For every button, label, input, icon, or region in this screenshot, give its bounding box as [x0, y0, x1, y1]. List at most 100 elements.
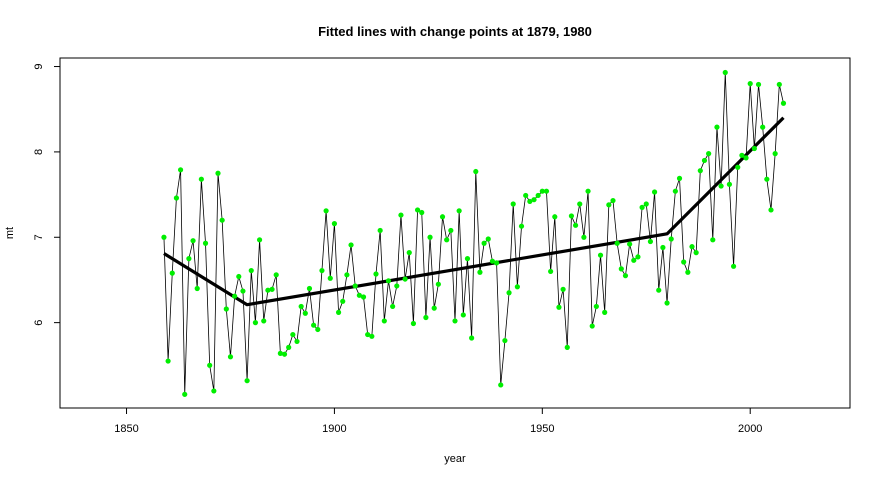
fitted-series-line: [163, 116, 785, 307]
data-point: [252, 320, 259, 326]
data-point: [173, 195, 180, 201]
y-axis: 6 7 8 9: [33, 63, 60, 326]
data-point: [473, 168, 479, 175]
data-point: [556, 304, 562, 310]
data-point: [631, 257, 637, 263]
data-point: [456, 208, 462, 214]
data-point: [319, 267, 325, 274]
data-point: [286, 344, 292, 350]
data-point: [726, 181, 733, 187]
data-point: [298, 303, 304, 310]
data-point: [211, 388, 217, 394]
data-point: [651, 189, 658, 195]
data-point: [776, 81, 782, 88]
data-point: [256, 237, 263, 243]
data-point: [489, 258, 496, 264]
data-point: [743, 155, 749, 161]
data-point: [614, 240, 620, 246]
data-point: [219, 217, 225, 223]
data-point: [294, 338, 300, 345]
data-point: [277, 350, 283, 356]
data-point: [360, 294, 367, 300]
chart-title: Fitted lines with change points at 1879,…: [318, 24, 592, 39]
data-point: [394, 283, 400, 289]
data-point: [668, 236, 674, 242]
data-point: [390, 303, 396, 310]
data-point: [161, 234, 167, 240]
data-point: [710, 237, 716, 243]
data-point: [373, 271, 379, 277]
data-point: [531, 197, 537, 203]
data-point: [423, 314, 429, 321]
data-point: [427, 234, 433, 240]
data-point: [647, 238, 654, 245]
data-point: [273, 272, 279, 278]
data-point: [514, 284, 520, 290]
data-point: [701, 157, 708, 164]
data-point: [369, 333, 375, 339]
data-point: [751, 145, 757, 152]
observed-series-line: [163, 72, 784, 395]
x-axis-label: year: [444, 453, 466, 465]
data-point: [244, 378, 250, 384]
data-point: [464, 256, 471, 262]
x-tick-label: 1950: [530, 423, 554, 435]
data-point: [535, 192, 541, 199]
data-point: [581, 234, 587, 240]
data-point: [543, 188, 550, 194]
data-point: [365, 331, 371, 338]
data-point: [352, 283, 358, 289]
data-point: [518, 223, 525, 229]
data-point: [315, 326, 321, 333]
data-point: [169, 270, 175, 276]
data-point: [589, 323, 595, 329]
data-point: [780, 100, 787, 106]
data-point: [202, 240, 209, 246]
plot-frame: [59, 57, 851, 409]
data-point: [597, 252, 604, 258]
data-point: [772, 151, 778, 157]
data-point: [227, 354, 234, 360]
data-point: [560, 286, 566, 292]
data-point: [311, 322, 317, 328]
data-point: [186, 256, 192, 262]
data-point: [323, 208, 329, 214]
data-point: [760, 124, 766, 130]
data-point: [627, 241, 633, 247]
data-point: [622, 273, 629, 279]
data-point: [730, 263, 737, 269]
data-point: [722, 69, 728, 76]
data-point: [385, 278, 392, 284]
data-point: [610, 197, 616, 204]
data-point: [248, 267, 254, 274]
y-tick-label: 6: [33, 320, 45, 326]
data-point: [568, 213, 575, 219]
data-point: [331, 221, 338, 227]
data-point: [348, 242, 354, 248]
data-point: [660, 244, 666, 251]
data-point: [656, 287, 662, 293]
data-point: [510, 201, 516, 207]
data-point: [302, 310, 308, 316]
data-point: [506, 290, 512, 296]
data-point: [739, 152, 745, 158]
data-point: [539, 188, 545, 194]
data-point: [493, 260, 500, 266]
data-point: [469, 335, 475, 341]
data-point: [635, 254, 641, 260]
data-point: [452, 318, 458, 324]
data-point: [618, 266, 624, 272]
data-point: [290, 331, 296, 338]
data-point: [240, 288, 246, 294]
data-point: [664, 300, 670, 306]
data-point: [593, 303, 599, 310]
data-point: [689, 244, 695, 250]
data-point: [261, 318, 267, 324]
data-point: [485, 236, 491, 242]
data-point: [693, 250, 699, 256]
data-point: [381, 318, 387, 324]
data-point: [165, 358, 171, 364]
data-point: [572, 222, 579, 228]
data-point: [269, 286, 275, 292]
